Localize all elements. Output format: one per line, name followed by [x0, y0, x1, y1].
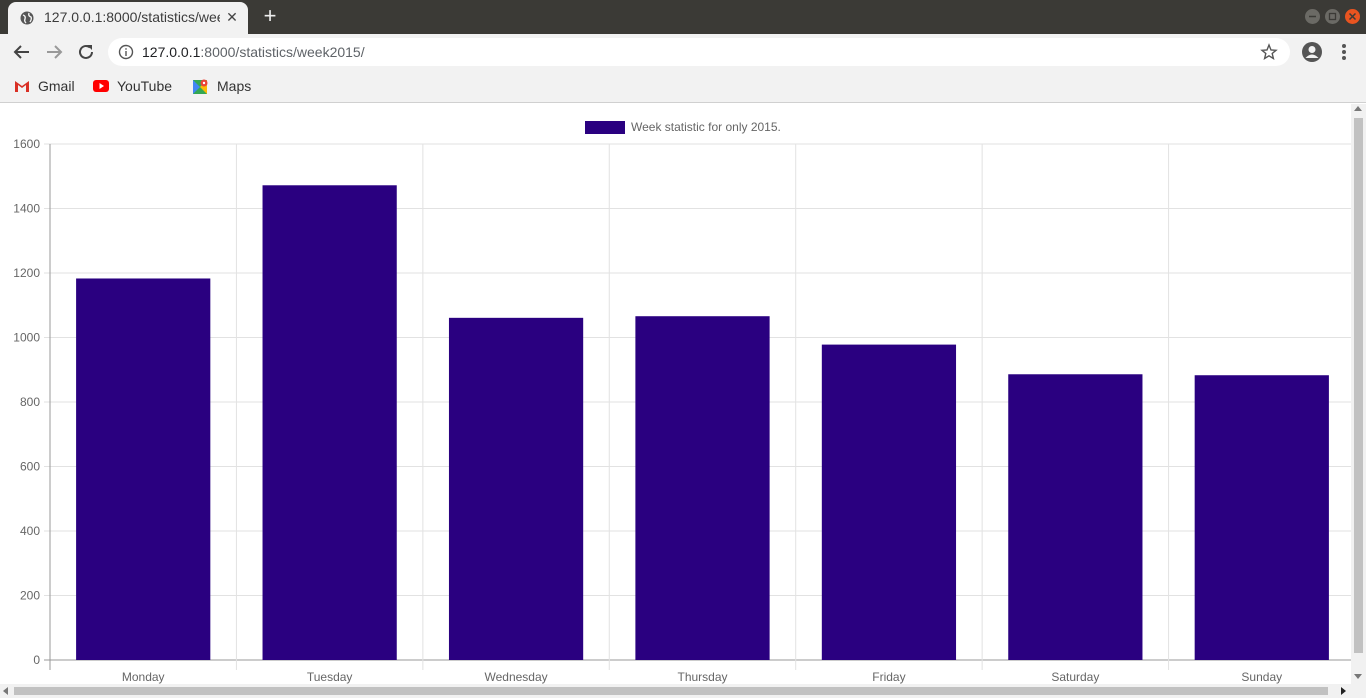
bookmark-gmail[interactable]: Gmail: [14, 76, 84, 96]
browser-toolbar: 127.0.0.1:8000/statistics/week2015/: [0, 34, 1366, 70]
bar-wednesday[interactable]: [448, 317, 584, 660]
browser-tab[interactable]: 127.0.0.1:8000/statistics/week2015/ ✕: [8, 2, 248, 34]
tab-title: 127.0.0.1:8000/statistics/week2015/: [44, 9, 220, 25]
maps-icon: [193, 79, 208, 94]
y-tick-label: 0: [33, 653, 40, 667]
y-tick-label: 800: [20, 395, 40, 409]
chart-bars: [76, 185, 1329, 660]
bar-thursday[interactable]: [635, 316, 770, 660]
y-axis-ticks: 0 200 400 600 800 1000 1200 1400 1600: [13, 137, 40, 667]
y-tick-label: 1600: [13, 137, 40, 151]
bookmark-label: YouTube: [117, 78, 173, 94]
x-tick-label: Wednesday: [484, 670, 547, 684]
scroll-up-arrow-icon[interactable]: [1354, 106, 1362, 111]
scroll-left-arrow-icon[interactable]: [3, 687, 8, 695]
scroll-thumb[interactable]: [14, 687, 1328, 695]
y-tick-label: 400: [20, 524, 40, 538]
gmail-icon: [15, 81, 29, 92]
bookmark-label: Maps: [217, 78, 252, 94]
back-arrow-icon[interactable]: [10, 40, 34, 64]
x-tick-label: Friday: [872, 670, 905, 684]
bar-tuesday[interactable]: [262, 185, 397, 660]
scroll-right-arrow-icon[interactable]: [1341, 687, 1346, 695]
url-host: 127.0.0.1: [142, 44, 201, 60]
youtube-icon: [93, 80, 109, 92]
window-close-button[interactable]: [1345, 9, 1360, 24]
bar-saturday[interactable]: [1008, 374, 1143, 660]
window-titlebar: 127.0.0.1:8000/statistics/week2015/ ✕ +: [0, 0, 1366, 34]
tab-close-icon[interactable]: ✕: [226, 9, 238, 25]
y-tick-label: 1000: [13, 331, 40, 345]
bar-chart: 0 200 400 600 800 1000 1200 1400 1600 Monday Tues…: [13, 120, 1351, 684]
horizontal-scrollbar[interactable]: [0, 684, 1366, 698]
page-content: 0 200 400 600 800 1000 1200 1400 1600 Monday Tues…: [0, 104, 1351, 684]
scroll-thumb[interactable]: [1354, 118, 1363, 653]
bar-sunday[interactable]: [1194, 375, 1329, 660]
url-text[interactable]: 127.0.0.1:8000/statistics/week2015/: [142, 44, 365, 60]
y-tick-label: 600: [20, 460, 40, 474]
y-tick-label: 200: [20, 589, 40, 603]
x-tick-label: Monday: [122, 670, 165, 684]
x-tick-label: Tuesday: [307, 670, 353, 684]
x-axis-ticks: Monday Tuesday Wednesday Thursday Friday Satu…: [122, 670, 1282, 684]
window-minimize-button[interactable]: [1305, 9, 1320, 24]
bookmark-star-icon[interactable]: [1260, 43, 1278, 61]
chart-legend[interactable]: Week statistic for only 2015.: [585, 120, 781, 134]
kebab-menu-icon[interactable]: [1334, 40, 1354, 64]
legend-label: Week statistic for only 2015.: [631, 120, 781, 134]
address-bar[interactable]: 127.0.0.1:8000/statistics/week2015/: [108, 38, 1290, 66]
y-tick-label: 1200: [13, 266, 40, 280]
reload-icon[interactable]: [74, 40, 98, 64]
url-path: :8000/statistics/week2015/: [200, 44, 365, 60]
x-tick-label: Sunday: [1241, 670, 1282, 684]
bookmark-maps[interactable]: Maps: [193, 76, 263, 96]
bar-monday[interactable]: [76, 278, 211, 660]
bookmarks-bar: Gmail YouTube Maps: [0, 70, 1366, 103]
new-tab-button[interactable]: +: [263, 3, 277, 28]
x-tick-label: Thursday: [677, 670, 727, 684]
scroll-down-arrow-icon[interactable]: [1354, 674, 1362, 679]
y-tick-label: 1400: [13, 202, 40, 216]
x-tick-label: Saturday: [1051, 670, 1099, 684]
bookmark-label: Gmail: [38, 78, 75, 94]
bookmark-youtube[interactable]: YouTube: [93, 76, 183, 96]
vertical-scrollbar[interactable]: [1351, 104, 1366, 684]
window-maximize-button[interactable]: [1325, 9, 1340, 24]
account-icon[interactable]: [1300, 40, 1324, 64]
info-icon[interactable]: [118, 44, 134, 60]
forward-arrow-icon[interactable]: [42, 40, 66, 64]
globe-icon: [20, 11, 34, 25]
bar-friday[interactable]: [821, 344, 957, 660]
legend-swatch: [585, 121, 625, 134]
